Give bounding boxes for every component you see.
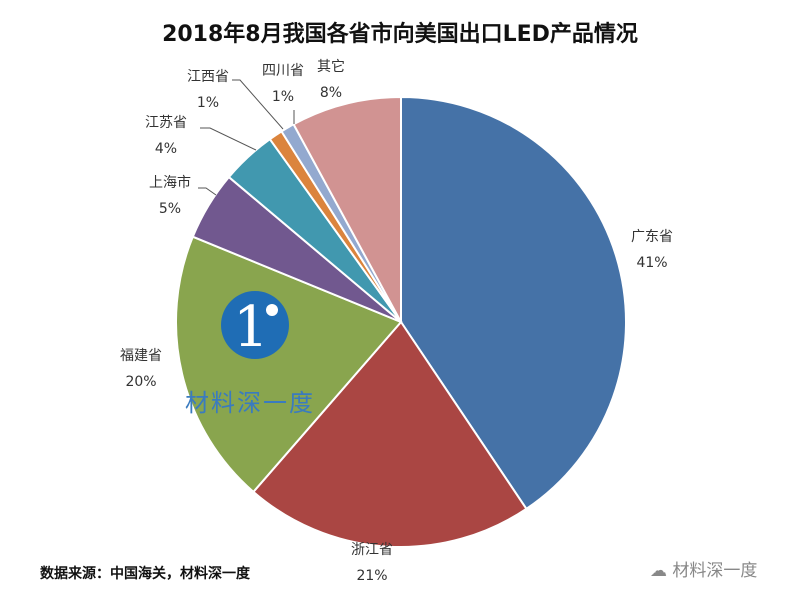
label-zhejiang: 浙江省 21% bbox=[351, 542, 393, 584]
pie-slice-0 bbox=[400, 95, 627, 511]
label-shanghai: 上海市 5% bbox=[149, 175, 191, 217]
source-note: 数据来源：中国海关，材料深一度 bbox=[40, 566, 250, 582]
leader-line-shanghai bbox=[198, 187, 217, 196]
svg-text:1: 1 bbox=[233, 295, 269, 360]
pie-slice-1 bbox=[252, 320, 528, 548]
leader-line-jiangsu bbox=[200, 127, 257, 151]
leader-line-jiangxi bbox=[232, 79, 284, 130]
label-guangdong: 广东省 41% bbox=[631, 229, 673, 271]
pie-slice-7 bbox=[292, 95, 402, 323]
label-fujian: 福建省 20% bbox=[120, 348, 162, 390]
watermark-logo-icon: 1 bbox=[221, 291, 289, 360]
label-jiangsu: 江苏省 4% bbox=[145, 115, 187, 157]
label-other: 其它 8% bbox=[317, 59, 345, 101]
wechat-icon: ☁ bbox=[650, 561, 673, 581]
label-sichuan: 四川省 1% bbox=[262, 63, 304, 105]
wechat-watermark: ☁ 材料深一度 bbox=[650, 561, 758, 581]
watermark-text: 材料深一度 bbox=[185, 389, 315, 417]
chart-title: 2018年8月我国各省市向美国出口LED产品情况 bbox=[162, 22, 638, 47]
label-jiangxi: 江西省 1% bbox=[187, 69, 229, 111]
leader-lines bbox=[198, 79, 295, 196]
